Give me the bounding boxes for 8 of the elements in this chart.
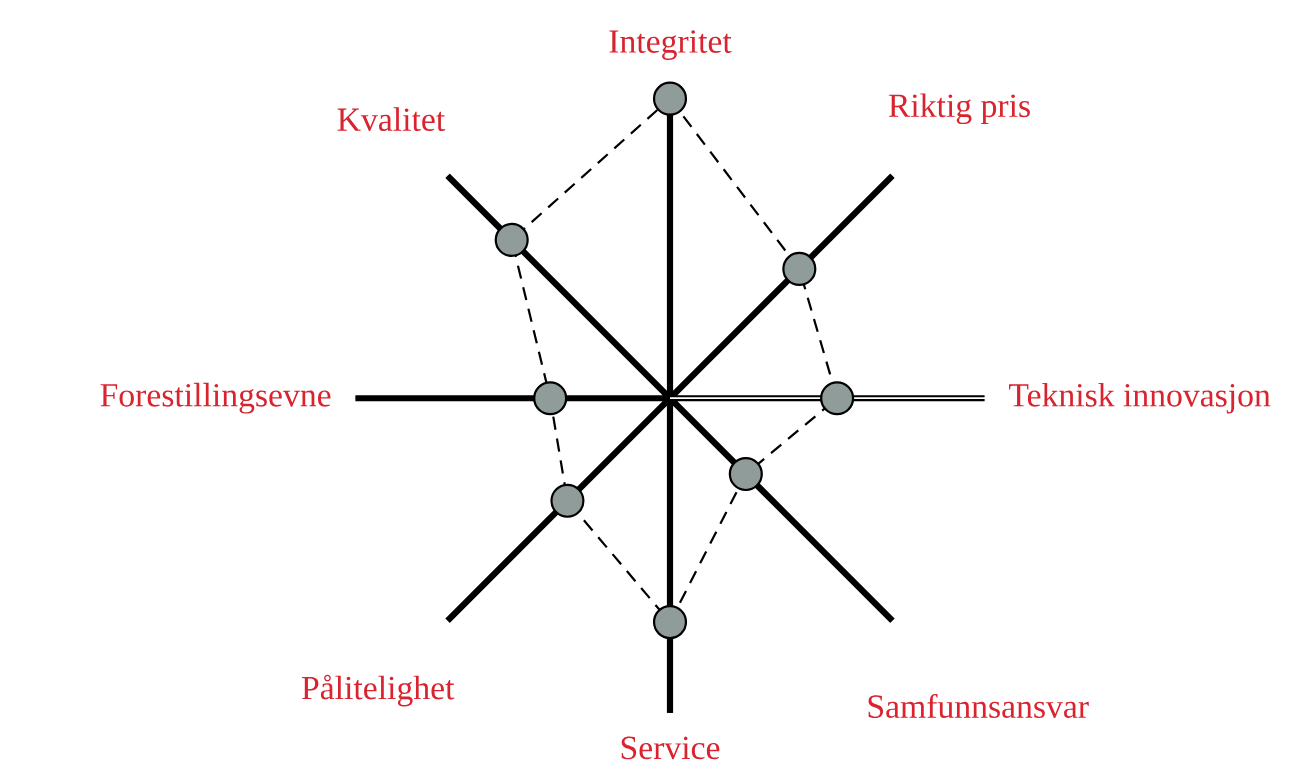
spoke-label: Riktig pris [888, 93, 1030, 124]
spoke-label: Forestillingsevne [100, 382, 331, 414]
spoke-label: Integritet [609, 30, 732, 60]
spoke-label: Service [621, 736, 720, 760]
spoke-label: Samfunnsansvar [868, 693, 1089, 718]
spoke-label: Pålitelighet [301, 674, 455, 707]
spoke-label: Teknisk innovasjon [1009, 382, 1271, 414]
spoke-label: Kvalitet [337, 107, 446, 131]
